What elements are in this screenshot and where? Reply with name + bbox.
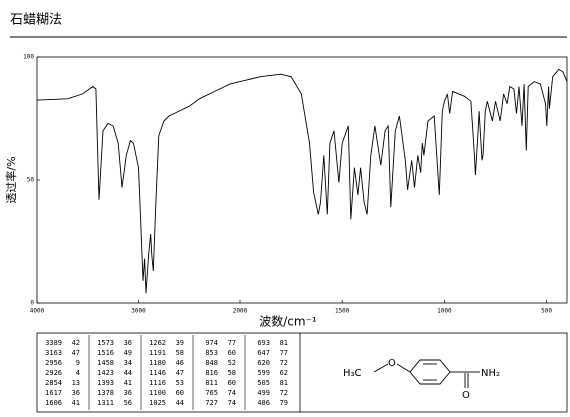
y-tick-label: 50 (27, 177, 35, 184)
peak-transmittance: 44 (124, 369, 132, 377)
peak-wavenumber: 1262 (149, 339, 166, 347)
peak-transmittance: 72 (280, 359, 288, 367)
y-axis-label: 透过率/% (4, 156, 18, 203)
peak-wavenumber: 693 (257, 339, 270, 347)
peak-wavenumber: 647 (257, 349, 270, 357)
peak-transmittance: 41 (72, 399, 80, 407)
peak-wavenumber: 727 (205, 399, 218, 407)
peak-transmittance: 79 (280, 399, 288, 407)
peak-transmittance: 74 (228, 399, 236, 407)
peak-wavenumber: 2926 (45, 369, 62, 377)
peak-wavenumber: 765 (205, 389, 218, 397)
peak-transmittance: 47 (72, 349, 80, 357)
peak-transmittance: 56 (124, 399, 132, 407)
peak-wavenumber: 1025 (149, 399, 166, 407)
peak-transmittance: 9 (76, 359, 80, 367)
peak-transmittance: 47 (176, 369, 184, 377)
peak-wavenumber: 1516 (97, 349, 114, 357)
peak-transmittance: 53 (176, 379, 184, 387)
peak-wavenumber: 1606 (45, 399, 62, 407)
plot-frame (36, 56, 568, 304)
peak-wavenumber: 1393 (97, 379, 114, 387)
peak-wavenumber: 1100 (149, 389, 166, 397)
peak-wavenumber: 853 (205, 349, 218, 357)
y-tick-label: 0 (30, 300, 34, 307)
x-tick-label: 4000 (30, 308, 45, 315)
peak-wavenumber: 2854 (45, 379, 62, 387)
bond (373, 363, 389, 373)
peak-transmittance: 41 (124, 379, 132, 387)
peak-wavenumber: 1311 (97, 399, 114, 407)
spectrum-line (36, 68, 568, 294)
peak-wavenumber: 499 (257, 389, 270, 397)
peak-wavenumber: 974 (205, 339, 218, 347)
peak-transmittance: 72 (280, 389, 288, 397)
peak-wavenumber: 1116 (149, 379, 166, 387)
peak-transmittance: 77 (280, 349, 288, 357)
peak-transmittance: 4 (76, 369, 80, 377)
peak-transmittance: 58 (228, 369, 236, 377)
peak-transmittance: 36 (124, 389, 132, 397)
x-tick-label: 1000 (437, 308, 452, 315)
peak-wavenumber: 2956 (45, 359, 62, 367)
peak-wavenumber: 1378 (97, 389, 114, 397)
peak-transmittance: 77 (228, 339, 236, 347)
peak-wavenumber: 3389 (45, 339, 62, 347)
peak-transmittance: 58 (176, 349, 184, 357)
peak-transmittance: 52 (228, 359, 236, 367)
peak-transmittance: 81 (280, 379, 288, 387)
peak-wavenumber: 599 (257, 369, 270, 377)
y-tick-label: 100 (23, 54, 34, 61)
peak-wavenumber: 486 (257, 399, 270, 407)
peak-wavenumber: 620 (257, 359, 270, 367)
peak-table: 3389 42 3163 47 2956 9 2926 4 2854 13 1617 36 1606 41… (45, 335, 288, 410)
structure-label: NH₂ (481, 368, 500, 379)
peak-wavenumber: 1617 (45, 389, 62, 397)
peak-transmittance: 36 (72, 389, 80, 397)
peak-transmittance: 36 (124, 339, 132, 347)
x-tick-label: 3000 (131, 308, 146, 315)
structure-label: O (388, 358, 396, 369)
peak-transmittance: 39 (176, 339, 184, 347)
peak-transmittance: 44 (176, 399, 184, 407)
peak-wavenumber: 848 (205, 359, 218, 367)
x-tick-label: 1500 (335, 308, 350, 315)
peak-wavenumber: 1146 (149, 369, 166, 377)
info-box (36, 332, 568, 413)
peak-transmittance: 60 (228, 349, 236, 357)
peak-wavenumber: 3163 (45, 349, 62, 357)
x-tick-label: 500 (541, 308, 552, 315)
peak-transmittance: 81 (280, 339, 288, 347)
peak-wavenumber: 1573 (97, 339, 114, 347)
peak-wavenumber: 1458 (97, 359, 114, 367)
bond (396, 363, 411, 373)
peak-wavenumber: 811 (205, 379, 218, 387)
peak-wavenumber: 1423 (97, 369, 114, 377)
peak-transmittance: 60 (176, 389, 184, 397)
peak-wavenumber: 1191 (149, 349, 166, 357)
peak-transmittance: 60 (228, 379, 236, 387)
structure-label: O (462, 390, 470, 401)
peak-transmittance: 34 (124, 359, 132, 367)
peak-wavenumber: 816 (205, 369, 218, 377)
peak-wavenumber: 1180 (149, 359, 166, 367)
peak-transmittance: 46 (176, 359, 184, 367)
peak-transmittance: 42 (72, 339, 80, 347)
chart-title: 石蜡糊法 (10, 12, 62, 28)
peak-transmittance: 49 (124, 349, 132, 357)
x-tick-label: 2000 (233, 308, 248, 315)
peak-wavenumber: 505 (257, 379, 270, 387)
peak-transmittance: 13 (72, 379, 80, 387)
structure-label: H₃C (343, 368, 362, 379)
x-axis-label: 波数/cm⁻¹ (259, 314, 317, 329)
structure (373, 359, 480, 388)
peak-transmittance: 74 (228, 389, 236, 397)
peak-transmittance: 62 (280, 369, 288, 377)
